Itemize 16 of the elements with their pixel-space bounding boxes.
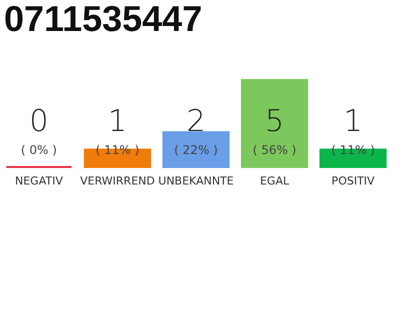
data-label: 5: [264, 104, 284, 139]
annotation: ( 0% ): [20, 143, 57, 157]
data-label: 0: [29, 104, 48, 139]
annotation: ( 22% ): [174, 143, 218, 157]
annotation: ( 56% ): [252, 143, 296, 157]
x-tick-label: POSITIV: [332, 174, 376, 188]
data-label: 2: [186, 104, 206, 139]
chart-title: 0711535447: [4, 0, 202, 39]
x-tick-label: UNBEKANNTE: [158, 174, 234, 188]
data-label: 1: [108, 104, 128, 139]
x-tick-label: EGAL: [260, 174, 290, 188]
x-tick-label: VERWIRREND: [80, 174, 155, 188]
x-tick-label: NEGATIV: [15, 174, 64, 188]
bar: [240, 79, 308, 168]
bar: [162, 131, 230, 168]
data-label: 1: [344, 104, 363, 139]
